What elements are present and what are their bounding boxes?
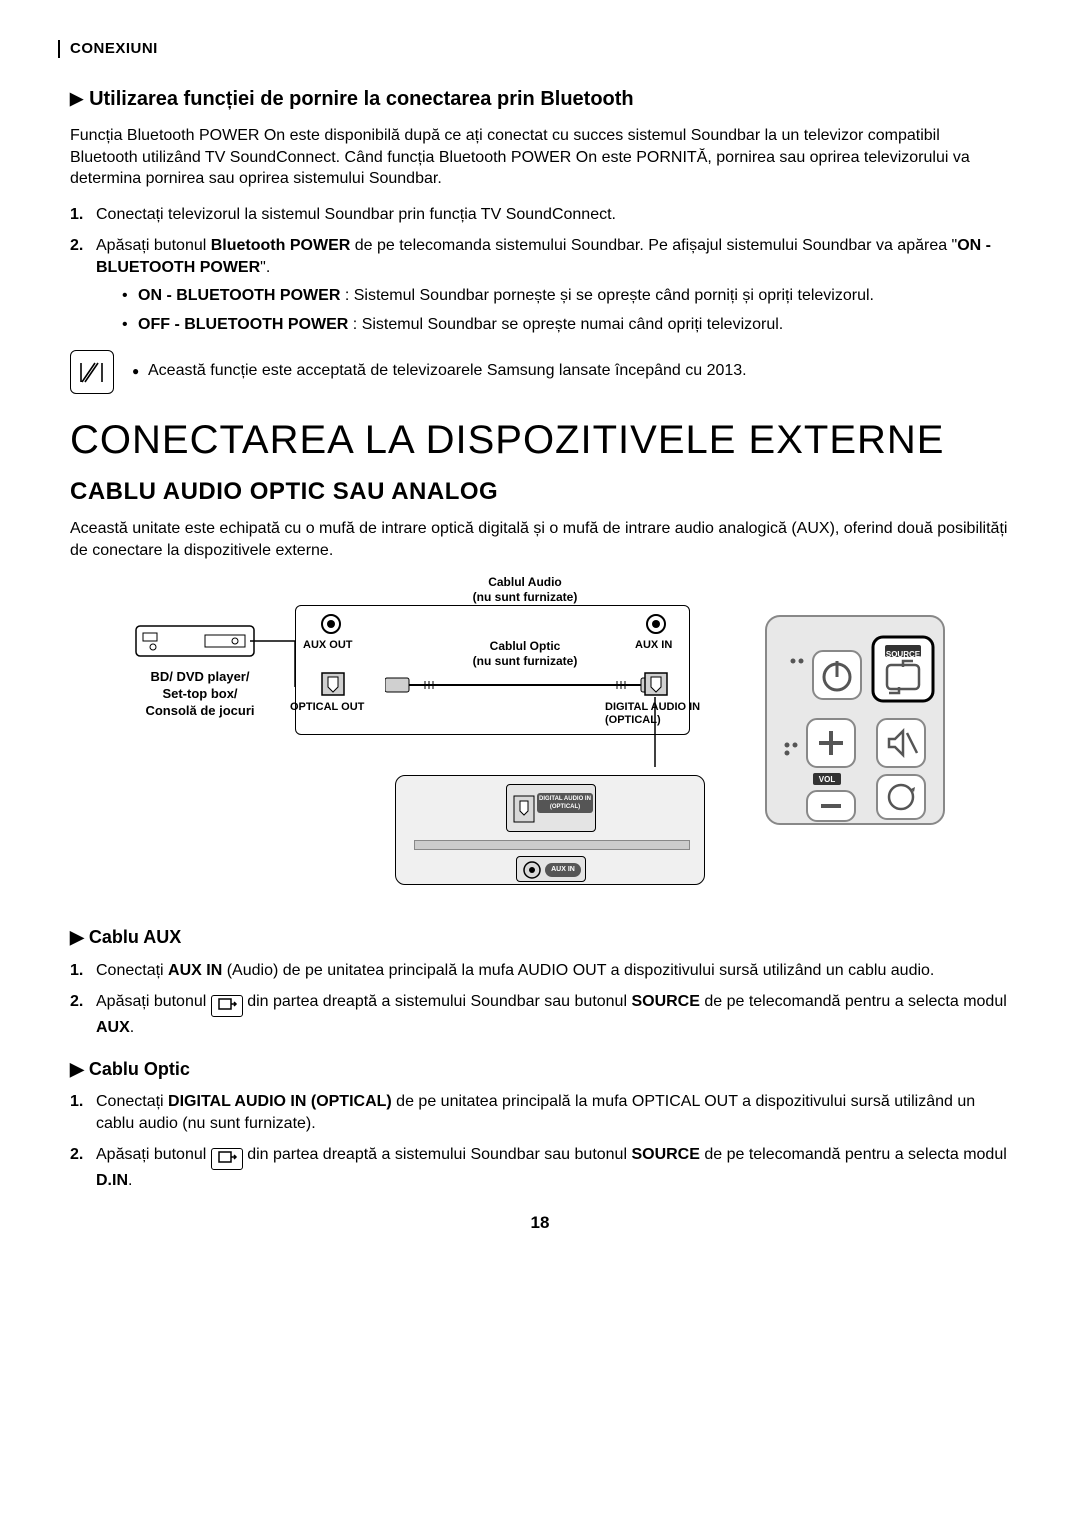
- t: din partea dreaptă a sistemului Soundbar…: [243, 993, 632, 1010]
- bt-bullet-2: OFF - BLUETOOTH POWER : Sistemul Soundba…: [122, 314, 1010, 336]
- bt-step-1: 1.Conectați televizorul la sistemul Soun…: [70, 204, 1010, 226]
- port-badge-optical: DIGITAL AUDIO IN (OPTICAL): [537, 793, 593, 813]
- bt-step-1-text: Conectați televizorul la sistemul Soundb…: [96, 206, 616, 223]
- aux-step-2: 2. Apăsați butonul din partea dreaptă a …: [70, 991, 1010, 1039]
- t: ".: [260, 259, 270, 276]
- aux-in-label: AUX IN: [635, 639, 672, 652]
- ext-intro: Această unitate este echipată cu o mufă …: [70, 518, 1010, 561]
- section-header-text: CONEXIUNI: [70, 39, 158, 59]
- remote-control: SOURCE VOL: [765, 615, 945, 825]
- t: Cablul Optic: [435, 639, 615, 653]
- aux-heading: ▶ Cablu AUX: [70, 925, 1010, 949]
- aux-out-jack: [320, 613, 342, 639]
- aux-in-jack: [645, 613, 667, 639]
- source-inline-icon: [211, 1148, 243, 1170]
- connection-diagram: Cablul Audio (nu sunt furnizate) AUX OUT…: [125, 575, 955, 905]
- optical-out-port: [320, 671, 346, 701]
- t: BD/ DVD player/: [125, 669, 275, 686]
- t: de pe telecomanda sistemului Soundbar. P…: [350, 237, 957, 254]
- t: SOURCE: [631, 1146, 699, 1163]
- t: SOURCE: [631, 993, 699, 1010]
- t: D.IN: [96, 1172, 128, 1189]
- bt-heading: ▶ Utilizarea funcției de pornire la conec…: [70, 86, 1010, 113]
- t: Consolă de jocuri: [125, 703, 275, 720]
- aux-step-1: 1. Conectați AUX IN (Audio) de pe unitat…: [70, 960, 1010, 982]
- optic-cable-icon: [385, 675, 665, 695]
- t: Set-top box/: [125, 686, 275, 703]
- aux-port-panel: AUX IN: [516, 856, 586, 882]
- t: Cablul Audio: [435, 575, 615, 589]
- t: din partea dreaptă a sistemului Soundbar…: [243, 1146, 632, 1163]
- arrow-icon: ▶: [70, 1059, 84, 1079]
- port-badge-aux: AUX IN: [545, 863, 581, 877]
- t: OFF - BLUETOOTH POWER: [138, 316, 348, 333]
- source-text: SOURCE: [886, 650, 921, 659]
- optic-cable-label: Cablul Optic (nu sunt furnizate): [435, 639, 615, 668]
- main-heading: CONECTAREA LA DISPOZITIVELE EXTERNE: [70, 418, 1010, 462]
- aux-heading-text: Cablu AUX: [89, 927, 181, 947]
- optic-heading-text: Cablu Optic: [89, 1059, 190, 1079]
- t: Conectați: [96, 1093, 168, 1110]
- t: Conectați: [96, 962, 168, 979]
- source-inline-icon: [211, 995, 243, 1017]
- device-label: BD/ DVD player/ Set-top box/ Consolă de …: [125, 669, 275, 720]
- t: DIGITAL AUDIO IN: [537, 796, 593, 803]
- t: ON - BLUETOOTH POWER: [138, 287, 340, 304]
- t: AUX IN: [168, 962, 222, 979]
- note-icon: [70, 350, 114, 394]
- t: (nu sunt furnizate): [435, 590, 615, 604]
- bt-bullets: ON - BLUETOOTH POWER : Sistemul Soundbar…: [96, 285, 1010, 336]
- t: (Audio) de pe unitatea principală la muf…: [222, 962, 934, 979]
- svg-text:VOL: VOL: [819, 775, 836, 784]
- aux-out-label: AUX OUT: [303, 639, 353, 652]
- t: AUX: [96, 1019, 130, 1036]
- t: (OPTICAL): [537, 804, 593, 811]
- audio-cable-label: Cablul Audio (nu sunt furnizate): [435, 575, 615, 604]
- t: (nu sunt furnizate): [435, 654, 615, 668]
- bt-steps: 1.Conectați televizorul la sistemul Soun…: [70, 204, 1010, 336]
- optic-heading: ▶ Cablu Optic: [70, 1057, 1010, 1081]
- t: de pe telecomandă pentru a selecta modul: [700, 1146, 1007, 1163]
- bt-heading-text: Utilizarea funcției de pornire la conect…: [89, 88, 634, 110]
- page-number: 18: [70, 1212, 1010, 1235]
- optic-step-1: 1. Conectați DIGITAL AUDIO IN (OPTICAL) …: [70, 1091, 1010, 1134]
- line-down: [645, 697, 665, 767]
- optical-out-label: OPTICAL OUT: [290, 701, 364, 714]
- bt-bullet-1: ON - BLUETOOTH POWER : Sistemul Soundbar…: [122, 285, 1010, 307]
- arrow-icon: ▶: [70, 88, 83, 111]
- optic-steps: 1. Conectați DIGITAL AUDIO IN (OPTICAL) …: [70, 1091, 1010, 1192]
- bt-step-2: 2. Apăsați butonul Bluetooth POWER de pe…: [70, 235, 1010, 335]
- sub-heading: CABLU AUDIO OPTIC SAU ANALOG: [70, 476, 1010, 508]
- soundbar-panel: DIGITAL AUDIO IN (OPTICAL) AUX IN: [395, 775, 705, 885]
- t: : Sistemul Soundbar pornește și se opreș…: [340, 287, 874, 304]
- section-header: CONEXIUNI: [58, 40, 1010, 58]
- note-text: Această funcție este acceptată de televi…: [132, 350, 747, 382]
- vent: [414, 840, 690, 850]
- t: de pe telecomandă pentru a selecta modul: [700, 993, 1007, 1010]
- t: Apăsați butonul: [96, 237, 211, 254]
- player-device-icon: [135, 625, 255, 663]
- t: .: [130, 1019, 134, 1036]
- bt-intro: Funcția Bluetooth POWER On este disponib…: [70, 125, 1010, 190]
- t: : Sistemul Soundbar se oprește numai cân…: [348, 316, 783, 333]
- note-row: Această funcție este acceptată de televi…: [70, 350, 1010, 394]
- t: Apăsați butonul: [96, 993, 211, 1010]
- optical-port-panel: DIGITAL AUDIO IN (OPTICAL): [506, 784, 596, 832]
- t: DIGITAL AUDIO IN (OPTICAL): [168, 1093, 392, 1110]
- t: Bluetooth POWER: [211, 237, 351, 254]
- t: Apăsați butonul: [96, 1146, 211, 1163]
- aux-steps: 1. Conectați AUX IN (Audio) de pe unitat…: [70, 960, 1010, 1039]
- optic-step-2: 2. Apăsați butonul din partea dreaptă a …: [70, 1144, 1010, 1192]
- arrow-icon: ▶: [70, 927, 84, 947]
- t: .: [128, 1172, 132, 1189]
